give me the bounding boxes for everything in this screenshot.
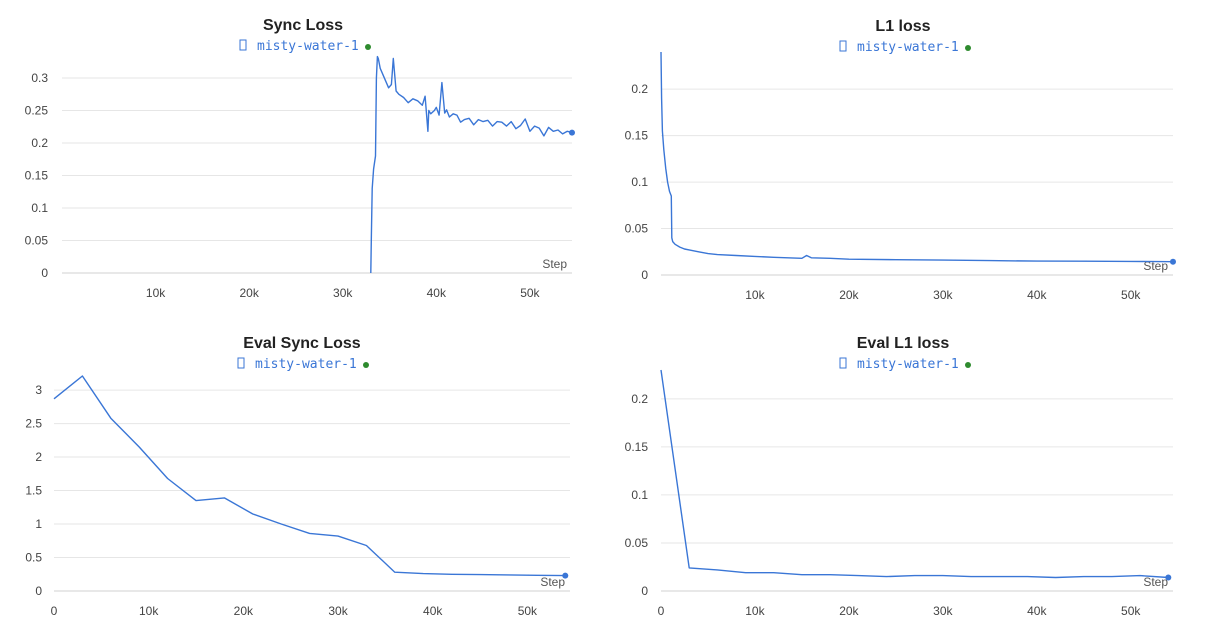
chart-title: Sync Loss — [263, 17, 343, 34]
x-tick-label: 20k — [234, 604, 254, 618]
chart-panel-eval-l1-loss: Eval L1 loss misty-water-1 0 0.05 0.1 0.15 0.2… — [603, 318, 1206, 635]
y-tick-label: 2 — [35, 450, 42, 464]
x-tick-label: 10k — [745, 604, 765, 618]
x-tick-label: 40k — [1027, 288, 1047, 302]
legend-run-name[interactable]: misty-water-1 — [255, 357, 357, 372]
x-tick-label: 10k — [146, 286, 166, 300]
legend-status-dot — [965, 362, 971, 368]
chart-icon — [839, 40, 847, 52]
x-tick-label: 20k — [239, 286, 259, 300]
legend-status-dot — [363, 362, 369, 368]
chart-svg: Eval L1 loss misty-water-1 0 0.05 0.1 0.15 0.2… — [625, 335, 1173, 618]
x-tick-label: 0 — [658, 604, 665, 618]
x-axis-label: Step — [542, 257, 567, 271]
chart-title: Eval Sync Loss — [243, 335, 360, 352]
series-line[interactable] — [660, 51, 1174, 263]
y-tick-label: 0.1 — [631, 175, 648, 189]
chart-svg: L1 loss misty-water-1 0 0.05 0.1 0.15 0.2 10k 20… — [625, 18, 1176, 302]
x-tick-label: 10k — [139, 604, 159, 618]
legend-status-dot — [365, 44, 371, 50]
x-tick-label: 20k — [839, 288, 859, 302]
x-tick-label: 50k — [520, 286, 540, 300]
legend-run-name[interactable]: misty-water-1 — [857, 357, 959, 372]
x-tick-label: 30k — [933, 604, 953, 618]
y-tick-label: 0 — [641, 584, 648, 598]
x-tick-label: 40k — [427, 286, 447, 300]
x-tick-label: 30k — [933, 288, 953, 302]
x-tick-label: 30k — [328, 604, 348, 618]
series-last-point[interactable] — [1170, 258, 1176, 265]
series-last-point[interactable] — [1165, 574, 1172, 581]
x-tick-label: 0 — [51, 604, 58, 618]
y-tick-label: 0.15 — [625, 440, 649, 454]
series-last-point[interactable] — [569, 129, 575, 136]
y-tick-label: 0.05 — [625, 222, 649, 236]
series-line[interactable] — [53, 375, 566, 577]
y-tick-label: 0.3 — [31, 71, 48, 85]
legend-run-name[interactable]: misty-water-1 — [257, 39, 359, 54]
series-line[interactable] — [370, 55, 573, 274]
chart-svg: Sync Loss misty-water-1 0 0.05 0.1 0.15 0.2 0.2… — [25, 17, 575, 300]
chart-svg: Eval Sync Loss misty-water-1 0 0.5 1 1.5 2 2.5 3… — [25, 335, 570, 618]
x-axis-label: Step — [540, 575, 565, 589]
x-tick-label: 30k — [333, 286, 353, 300]
series-last-point[interactable] — [562, 572, 569, 579]
x-tick-label: 50k — [518, 604, 538, 618]
y-tick-label: 0.15 — [625, 129, 649, 143]
x-tick-label: 40k — [423, 604, 443, 618]
y-tick-label: 3 — [35, 383, 42, 397]
y-tick-label: 0 — [41, 266, 48, 280]
x-tick-label: 20k — [839, 604, 859, 618]
chart-icon — [839, 357, 847, 369]
y-tick-label: 0.1 — [631, 488, 648, 502]
chart-icon — [237, 357, 245, 369]
x-tick-label: 40k — [1027, 604, 1047, 618]
y-tick-label: 0.2 — [631, 392, 648, 406]
x-tick-label: 10k — [745, 288, 765, 302]
y-tick-label: 0.25 — [25, 104, 49, 118]
chart-title: Eval L1 loss — [857, 335, 950, 352]
series-line[interactable] — [660, 369, 1169, 579]
x-axis-label: Step — [1143, 575, 1168, 589]
x-tick-label: 50k — [1121, 288, 1141, 302]
legend-status-dot — [965, 45, 971, 51]
chart-icon — [239, 39, 247, 51]
y-tick-label: 0.5 — [25, 551, 42, 565]
y-tick-label: 2.5 — [25, 417, 42, 431]
chart-panel-l1-loss: L1 loss misty-water-1 0 0.05 0.1 0.15 0.2 10k 20… — [603, 0, 1206, 318]
y-tick-label: 0.15 — [25, 169, 49, 183]
y-tick-label: 1 — [35, 517, 42, 531]
x-tick-label: 50k — [1121, 604, 1141, 618]
y-tick-label: 0.1 — [31, 201, 48, 215]
chart-title: L1 loss — [875, 18, 930, 35]
y-tick-label: 0 — [641, 268, 648, 282]
y-tick-label: 0.2 — [31, 136, 48, 150]
y-tick-label: 0.2 — [631, 82, 648, 96]
x-axis-label: Step — [1143, 259, 1168, 273]
y-tick-label: 1.5 — [25, 484, 42, 498]
chart-panel-sync-loss: Sync Loss misty-water-1 0 0.05 0.1 0.15 0.2 0.2… — [0, 0, 603, 318]
y-tick-label: 0.05 — [625, 536, 649, 550]
legend-run-name[interactable]: misty-water-1 — [857, 40, 959, 55]
y-tick-label: 0 — [35, 584, 42, 598]
chart-panel-eval-sync-loss: Eval Sync Loss misty-water-1 0 0.5 1 1.5 2 2.5 3… — [0, 318, 603, 635]
y-tick-label: 0.05 — [25, 234, 49, 248]
